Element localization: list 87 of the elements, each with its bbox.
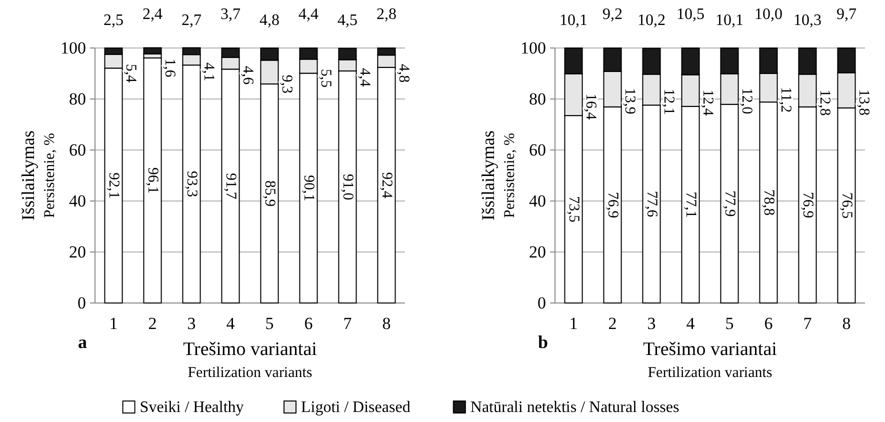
y-tick-label: 0 [538, 294, 546, 312]
x-tick-label: 5 [725, 314, 734, 333]
data-label: 76,9 [604, 192, 621, 218]
y-tick-label: 40 [529, 192, 546, 210]
x-tick-label: 3 [187, 314, 196, 333]
x-tick-label: 7 [343, 314, 352, 333]
data-label: 77,6 [644, 190, 660, 218]
data-label: 4,1 [200, 62, 216, 82]
data-label: 10,1 [715, 12, 744, 29]
data-label: 5,4 [122, 64, 138, 84]
data-label: 12,8 [816, 89, 832, 116]
data-label: 78,8 [760, 189, 776, 216]
data-label: 11,2 [777, 86, 794, 113]
data-label: 77,9 [721, 190, 738, 217]
y-tick-label: 80 [529, 90, 546, 108]
data-label: 13,9 [621, 88, 638, 114]
y-tick-label: 100 [60, 38, 86, 58]
x-tick-label: 4 [686, 314, 696, 333]
y-tick-label: 60 [69, 140, 86, 160]
data-label: 2,8 [376, 6, 396, 23]
data-label: 9,7 [836, 6, 856, 23]
y-tick-label: 0 [78, 294, 86, 312]
data-label: 90,1 [300, 174, 316, 202]
data-label: 16,4 [582, 94, 598, 120]
data-label: 2,7 [182, 12, 202, 29]
data-label: 2,4 [142, 6, 163, 23]
data-label: 4,4 [356, 68, 372, 88]
x-tick-label: 5 [265, 314, 274, 333]
data-label: 93,3 [184, 170, 200, 198]
data-label: 10,0 [754, 6, 782, 23]
data-label: 10,3 [793, 12, 822, 29]
y-tick-label: 60 [529, 140, 546, 160]
data-label: 12,1 [660, 88, 676, 115]
data-label: 77,1 [682, 192, 699, 218]
legend-label: Ligoti / Diseased [301, 399, 410, 416]
data-label: 5,5 [317, 68, 334, 88]
y-axis-title: Išsilaikymas Persistenie, % [478, 130, 518, 220]
data-label: 10,5 [676, 6, 705, 23]
y-tick-label: 80 [69, 90, 86, 108]
data-label: 73,5 [566, 196, 582, 222]
x-tick-label: 1 [109, 314, 118, 333]
x-tick-label: 3 [647, 314, 656, 333]
text: a [78, 332, 87, 352]
data-label: 76,5 [838, 192, 854, 219]
data-label: 4,5 [337, 12, 358, 29]
data-label: 96,1 [144, 167, 161, 194]
data-label: 4,6 [239, 66, 256, 86]
y-tick-label: 40 [69, 192, 86, 210]
data-label: 4,8 [259, 12, 280, 29]
data-label: 12,4 [699, 89, 716, 116]
data-label: 13,8 [855, 89, 872, 116]
legend-label: Natūrali netektis / Natural losses [470, 399, 680, 416]
x-tick-label: 6 [764, 314, 773, 333]
data-label: 91,0 [339, 174, 356, 200]
data-label: 85,9 [261, 180, 278, 207]
x-tick-label: 6 [304, 314, 313, 333]
data-label: 92,1 [106, 172, 122, 199]
data-label: 9,2 [602, 6, 623, 23]
y-axis-title: Išsilaikymas Persistenie, % [18, 130, 58, 220]
x-tick-label: 8 [382, 314, 391, 333]
data-label: 10,1 [560, 12, 588, 29]
data-label: 9,3 [278, 74, 294, 94]
data-label: 76,9 [799, 192, 816, 218]
x-tick-label: 2 [148, 314, 157, 333]
data-label: 12,0 [738, 88, 754, 114]
y-tick-label: 20 [69, 242, 86, 262]
y-tick-label: 100 [520, 38, 546, 58]
text: b [538, 332, 548, 352]
y-tick-label: 20 [529, 242, 546, 262]
data-label: 2,5 [104, 12, 124, 29]
data-label: 1,6 [161, 58, 178, 78]
x-tick-label: 4 [226, 314, 236, 333]
bar [143, 47, 162, 54]
x-tick-label: 2 [608, 314, 617, 333]
data-label: 3,7 [220, 6, 241, 23]
legend-label: Sveiki / Healthy [140, 399, 244, 416]
data-label: 10,2 [638, 12, 666, 29]
data-label: 92,4 [378, 172, 394, 199]
data-label: 4,4 [298, 6, 318, 23]
x-tick-label: 1 [569, 314, 578, 333]
data-label: 4,8 [395, 64, 412, 83]
x-tick-label: 7 [803, 314, 812, 333]
x-axis-title: Trešimo variantai Fertilization variants [643, 339, 777, 381]
x-axis-title: Trešimo variantai Fertilization variants [183, 339, 317, 381]
bar [143, 57, 162, 304]
x-tick-label: 8 [842, 314, 851, 333]
data-label: 91,7 [222, 172, 239, 200]
